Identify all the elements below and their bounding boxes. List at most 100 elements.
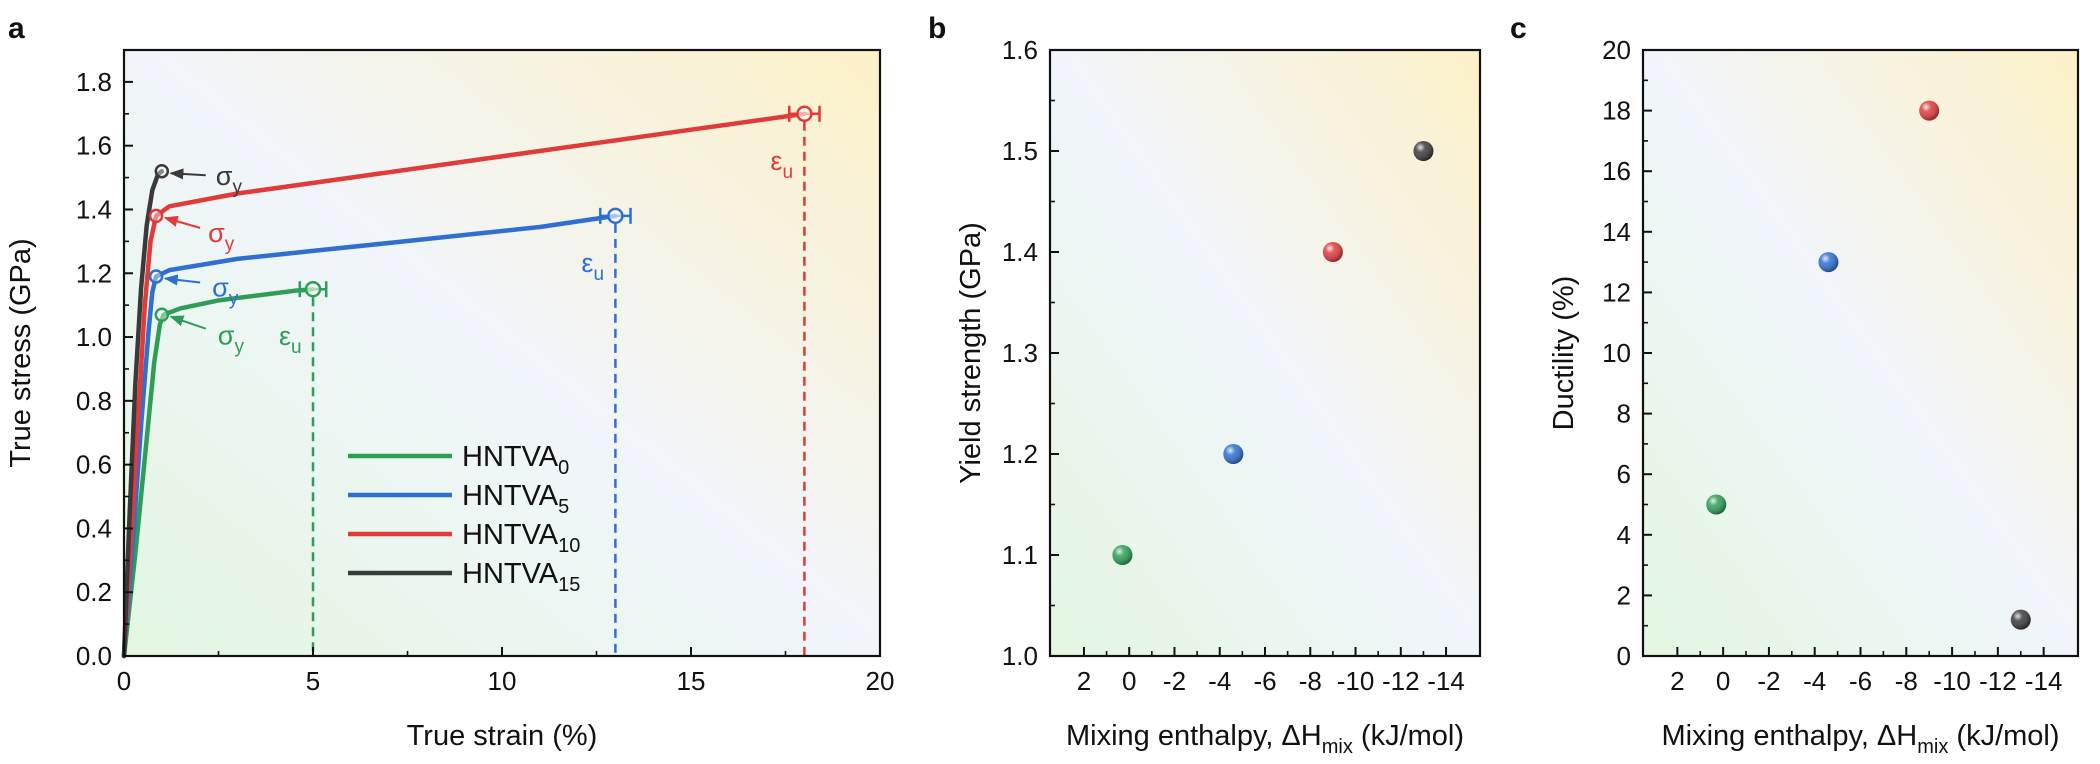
y-axis-label: Yield strength (GPa) — [955, 222, 987, 484]
x-tick-label: -14 — [2025, 666, 2063, 696]
y-tick-label: 1.4 — [76, 194, 112, 224]
y-tick-label: 1.8 — [76, 67, 112, 97]
panel-b: b 2 0 -2 -4 -6 -8 -10 -12 -14 1.0 1.1 1.2 1.3 1.4 1.5 1.… — [928, 12, 1482, 758]
fracture-point-marker — [304, 280, 322, 298]
stress-strain-curve — [121, 286, 316, 659]
x-axis-label-tail: (kJ/mol) — [1353, 720, 1464, 752]
x-tick-label: -8 — [1895, 666, 1918, 696]
fracture-strain-label-main: ε — [581, 248, 593, 278]
legend-entry: HNTVA15 — [462, 558, 580, 596]
stress-strain-curve — [121, 111, 807, 659]
plot-background — [1050, 50, 1480, 656]
legend-entry: HNTVA0 — [462, 441, 569, 479]
fracture-strain-label: εu — [279, 321, 302, 358]
yield-point-marker — [148, 208, 164, 224]
yield-label: σy — [216, 161, 243, 198]
fracture-strain-label-main: ε — [279, 321, 291, 351]
panel-label: c — [1510, 12, 1527, 45]
data-point-shading — [1919, 100, 1940, 121]
yield-label: σy — [218, 321, 245, 358]
legend-entry-sub: 0 — [558, 457, 569, 479]
legend-entry-main: HNTVA — [462, 480, 559, 512]
yield-point-marker — [154, 307, 170, 322]
yield-point-marker — [154, 163, 170, 179]
x-axis-label: True strain (%) — [407, 720, 598, 752]
fracture-strain-label-main: ε — [770, 146, 782, 176]
x-axis-label-sub: mix — [1917, 736, 1948, 758]
stress-strain-curve — [121, 168, 165, 659]
x-tick-label: 0 — [117, 666, 131, 696]
y-tick-label: 0.0 — [76, 641, 112, 671]
yield-label-sub: y — [232, 177, 242, 198]
y-tick-label: 4 — [1617, 520, 1631, 550]
yield-arrow — [169, 315, 207, 330]
y-tick-label: 0.2 — [76, 577, 112, 607]
x-tick-label: -10 — [1933, 666, 1971, 696]
yield-label-main: σ — [212, 272, 229, 302]
panel-label: a — [8, 12, 25, 45]
y-tick-label: 0.8 — [76, 386, 112, 416]
y-axis-label: True stress (GPa) — [5, 238, 37, 467]
x-tick-label: -12 — [1979, 666, 2017, 696]
x-tick-label: 5 — [306, 666, 320, 696]
y-tick-label: 1.1 — [1002, 540, 1038, 570]
x-tick-label: 10 — [488, 666, 517, 696]
data-point-shading — [2010, 609, 2031, 630]
legend-entry-main: HNTVA — [462, 558, 559, 590]
x-axis-label: Mixing enthalpy, ΔHmix (kJ/mol) — [1661, 720, 2059, 758]
x-tick-label: 0 — [1122, 666, 1136, 696]
y-tick-label: 8 — [1617, 399, 1631, 429]
y-tick-label: 0.6 — [76, 450, 112, 480]
x-tick-label: 2 — [1077, 666, 1091, 696]
panel-a: aσyσyσyσyεuεuεuHNTVA0HNTVA5HNTVA10HNTVA1… — [5, 12, 894, 752]
y-tick-label: 12 — [1602, 277, 1631, 307]
y-tick-label: 1.0 — [76, 322, 112, 352]
yield-label-main: σ — [218, 321, 235, 351]
x-tick-label: -12 — [1382, 666, 1420, 696]
x-tick-label: -14 — [1427, 666, 1465, 696]
x-tick-label: 2 — [1670, 666, 1684, 696]
y-tick-label: 2 — [1617, 580, 1631, 610]
data-point-shading — [1818, 252, 1839, 273]
x-axis-label-main: Mixing enthalpy, ΔH — [1066, 720, 1322, 752]
y-tick-label: 1.0 — [1002, 641, 1038, 671]
x-axis-label: Mixing enthalpy, ΔHmix (kJ/mol) — [1066, 720, 1464, 758]
x-axis-label-main: Mixing enthalpy, ΔH — [1661, 720, 1917, 752]
y-tick-label: 1.2 — [1002, 439, 1038, 469]
legend-entry-sub: 10 — [558, 535, 580, 557]
yield-arrow — [169, 168, 206, 180]
yield-label-main: σ — [208, 218, 225, 248]
y-tick-label: 1.3 — [1002, 338, 1038, 368]
legend-entry-main: HNTVA — [462, 519, 559, 551]
y-tick-label: 1.6 — [1002, 35, 1038, 65]
yield-label: σy — [208, 218, 235, 255]
yield-point-marker — [148, 269, 164, 284]
legend-entry: HNTVA10 — [462, 519, 580, 557]
y-tick-label: 18 — [1602, 96, 1631, 126]
x-tick-label: 15 — [677, 666, 706, 696]
data-point-shading — [1322, 242, 1343, 262]
y-tick-label: 20 — [1602, 35, 1631, 65]
fracture-strain-label-sub: u — [291, 337, 302, 358]
plot-background — [1643, 50, 2078, 656]
yield-arrow — [163, 274, 201, 286]
yield-label: σy — [212, 272, 239, 309]
legend-entry: HNTVA5 — [462, 480, 569, 518]
x-tick-label: -8 — [1299, 666, 1322, 696]
y-tick-label: 10 — [1602, 338, 1631, 368]
yield-label-sub: y — [225, 234, 235, 255]
stress-strain-curve — [121, 213, 618, 659]
data-point-shading — [1706, 494, 1727, 515]
panel-label: b — [928, 12, 946, 45]
data-point-shading — [1223, 444, 1244, 464]
x-tick-label: -4 — [1208, 666, 1231, 696]
plot-background — [124, 50, 880, 656]
legend-entry-sub: 5 — [558, 496, 569, 518]
x-axis-label-sub: mix — [1322, 736, 1353, 758]
x-tick-label: 0 — [1716, 666, 1730, 696]
y-tick-label: 6 — [1617, 459, 1631, 489]
yield-label-main: σ — [216, 161, 233, 191]
x-tick-label: -6 — [1849, 666, 1872, 696]
fracture-strain-label-sub: u — [782, 162, 793, 183]
